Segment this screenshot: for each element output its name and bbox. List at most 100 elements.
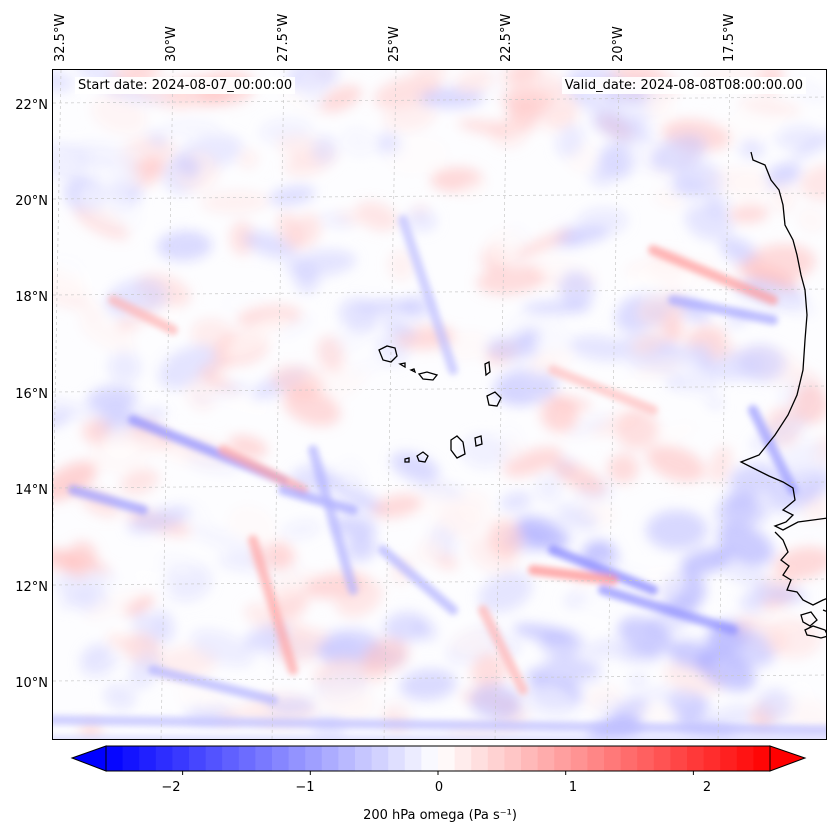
omega-blob — [737, 97, 802, 116]
lat-label: 14°N — [15, 483, 48, 498]
omega-blob — [646, 510, 708, 550]
omega-blob — [385, 136, 450, 176]
omega-blob — [277, 212, 303, 250]
colorbar-bin — [305, 746, 323, 771]
lon-label: 27.5°W — [276, 13, 291, 62]
omega-streak — [68, 485, 148, 515]
omega-blob — [332, 515, 377, 540]
omega-blob — [485, 336, 538, 361]
lon-label: 20°W — [611, 26, 626, 62]
colorbar-bin — [753, 746, 771, 771]
colorbar-bin — [438, 746, 456, 771]
omega-blob — [540, 397, 578, 433]
omega-streak — [668, 295, 778, 325]
omega-blob — [705, 193, 728, 219]
omega-blob — [615, 410, 659, 450]
omega-blob — [413, 70, 446, 88]
colorbar-bin — [554, 746, 572, 771]
omega-blob — [53, 409, 74, 430]
omega-blob — [341, 126, 376, 158]
colorbar-bin — [720, 746, 738, 771]
omega-blob — [675, 358, 706, 382]
omega-blob — [185, 377, 215, 412]
omega-blob — [471, 652, 507, 691]
omega-blob — [519, 686, 578, 728]
omega-blob — [238, 149, 259, 170]
colorbar-bin — [355, 746, 373, 771]
lon-gridline — [494, 70, 508, 739]
omega-streak — [218, 445, 308, 495]
omega-blob — [78, 185, 144, 231]
omega-blob — [129, 651, 160, 689]
omega-blob — [454, 70, 494, 95]
omega-blob — [53, 141, 82, 177]
colorbar-bin — [537, 746, 555, 771]
omega-blob — [625, 261, 692, 299]
lon-gridline — [271, 70, 285, 739]
island-boa-vista — [486, 391, 502, 407]
omega-blob — [120, 468, 159, 495]
omega-blob — [708, 445, 733, 485]
omega-blob — [103, 424, 137, 460]
omega-blob — [282, 519, 322, 540]
omega-blob — [53, 71, 74, 93]
colorbar-bin — [604, 746, 622, 771]
omega-blob — [335, 578, 383, 618]
omega-blob — [139, 438, 189, 465]
omega-blob — [791, 127, 826, 160]
omega-blob — [674, 378, 725, 397]
omega-streak — [748, 405, 798, 495]
omega-blob — [584, 638, 630, 659]
omega-blob — [227, 504, 276, 544]
lon-label: 17.5°W — [722, 13, 737, 62]
omega-blob — [501, 86, 552, 115]
omega-blob — [399, 669, 457, 701]
omega-blob — [717, 522, 774, 565]
omega-blob — [488, 519, 523, 559]
omega-blob — [645, 687, 697, 705]
lat-label: 20°N — [15, 194, 48, 209]
colorbar-bin — [670, 746, 688, 771]
colorbar-bin — [272, 746, 290, 771]
omega-blob — [797, 207, 826, 234]
omega-blob — [476, 264, 545, 295]
omega-blob — [387, 249, 414, 282]
omega-streak — [648, 245, 778, 305]
colorbar-bin — [587, 746, 605, 771]
omega-blob — [413, 479, 465, 498]
colorbar-bin — [139, 746, 157, 771]
omega-blob — [191, 525, 257, 556]
omega-streak — [398, 215, 458, 375]
lat-label: 22°N — [15, 98, 48, 113]
omega-blob — [53, 461, 98, 502]
omega-blob — [220, 293, 266, 310]
omega-blob — [539, 629, 584, 657]
omega-blob — [535, 474, 562, 503]
omega-streak — [308, 445, 358, 595]
colorbar-max-extend — [769, 745, 807, 772]
omega-blob — [190, 629, 254, 667]
colorbar-bin — [504, 746, 522, 771]
omega-blob — [787, 678, 815, 704]
colorbar-label: 200 hPa omega (Pa s⁻¹) — [363, 808, 517, 823]
omega-blob — [206, 387, 274, 418]
colorbar-min-extend — [70, 745, 107, 772]
omega-blob — [262, 570, 320, 601]
lat-label: 16°N — [15, 387, 48, 402]
omega-blob — [225, 315, 290, 358]
omega-blob — [355, 201, 399, 232]
omega-blob — [86, 385, 138, 415]
colorbar-bin — [570, 746, 588, 771]
omega-blob — [230, 221, 255, 256]
colorbar-bin — [487, 746, 505, 771]
omega-blob — [53, 550, 78, 572]
omega-streak — [378, 545, 458, 615]
colorbar-bin — [687, 746, 705, 771]
omega-blob — [269, 185, 316, 206]
colorbar-bin — [106, 746, 124, 771]
colorbar-bin — [703, 746, 721, 771]
omega-blob — [311, 135, 338, 164]
omega-blob — [684, 325, 712, 344]
omega-blob — [646, 445, 706, 482]
omega-blob — [568, 335, 633, 362]
